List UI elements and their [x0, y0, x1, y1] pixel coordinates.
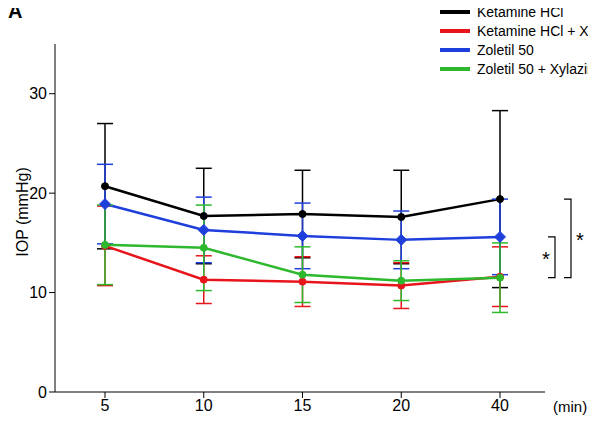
svg-text:5: 5 — [101, 397, 110, 414]
html-text:IOP (mmHg): IOP (mmHg) — [14, 167, 31, 257]
svg-text:10: 10 — [29, 284, 47, 301]
html-text:(min): (min) — [553, 398, 588, 415]
html-text:Zoletil 50: Zoletil 50 — [477, 41, 534, 58]
html-text:A: A — [8, 0, 23, 22]
svg-text:20: 20 — [392, 397, 410, 414]
svg-text:30: 30 — [29, 85, 47, 102]
svg-text:20: 20 — [29, 185, 47, 202]
svg-text:*: * — [576, 229, 584, 251]
svg-text:40: 40 — [491, 397, 509, 414]
svg-text:15: 15 — [294, 397, 312, 414]
html-text:Ketamine HCl: Ketamine HCl — [477, 3, 564, 20]
svg-text:10: 10 — [195, 397, 213, 414]
svg-text:0: 0 — [38, 384, 47, 401]
svg-text:*: * — [542, 248, 550, 270]
